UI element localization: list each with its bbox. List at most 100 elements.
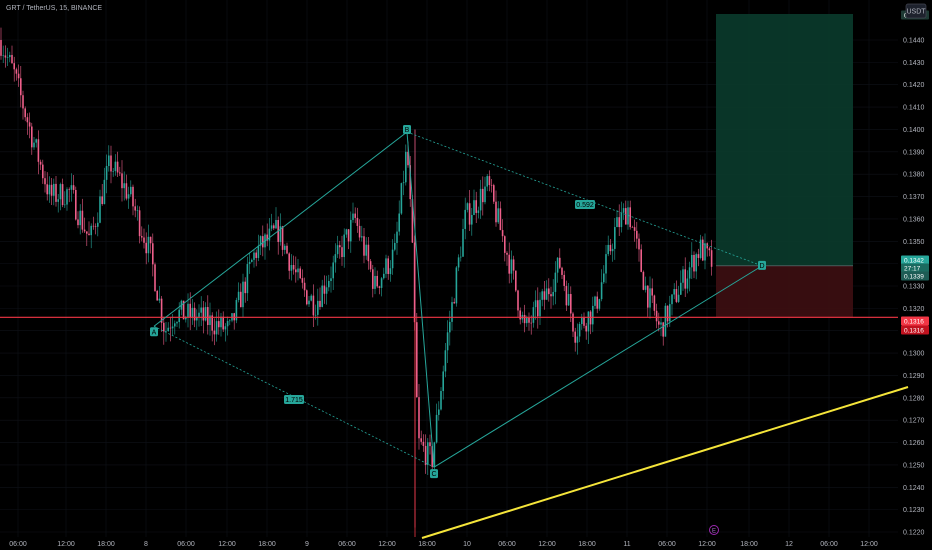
candle-body — [246, 264, 249, 294]
pattern-leg[interactable] — [153, 131, 408, 327]
candle — [17, 64, 20, 87]
pattern-ratio-badge[interactable]: 0.592 — [575, 200, 595, 209]
candle-body — [413, 242, 416, 323]
price-badge-line: 0.1316 — [901, 316, 929, 326]
time-axis[interactable]: 06:00 12:00 18:00 8 06:00 12:00 18:00 9 06:00 12:… — [9, 541, 878, 548]
candle — [651, 278, 653, 303]
candle-body — [508, 254, 510, 274]
candle — [424, 434, 427, 474]
candle-body — [215, 321, 218, 335]
candle — [268, 218, 271, 251]
candle-body — [697, 254, 700, 258]
candle — [356, 207, 359, 233]
candle-body — [402, 182, 405, 184]
candle-body — [112, 171, 114, 172]
candle — [662, 321, 664, 346]
pattern-ratio-line[interactable] — [406, 131, 763, 267]
candle-body — [662, 322, 664, 337]
candle — [246, 256, 249, 302]
price-tick-label: 0.1410 — [903, 105, 925, 112]
trend-line[interactable] — [421, 386, 909, 539]
candle — [352, 202, 354, 223]
candle — [235, 297, 238, 324]
candle — [44, 171, 46, 193]
candle-body — [539, 299, 541, 317]
candle — [616, 209, 618, 228]
candle-body — [281, 226, 284, 250]
candle-body — [334, 254, 337, 263]
candle-body — [534, 300, 537, 308]
candle — [257, 234, 260, 262]
candle-body — [143, 237, 145, 243]
candle — [132, 184, 134, 216]
time-tick-label: 12:00 — [538, 541, 556, 548]
candle-body — [409, 165, 411, 200]
candle — [462, 218, 464, 257]
candle — [15, 67, 18, 81]
candle — [691, 242, 693, 280]
candle — [354, 207, 356, 224]
candle-body — [301, 278, 304, 283]
candle-body — [299, 268, 301, 279]
candle — [409, 156, 411, 207]
candle-body — [350, 219, 352, 242]
candle — [574, 327, 576, 352]
candle — [341, 235, 343, 266]
price-badge-current: 0.1342 — [901, 255, 929, 265]
candle-body — [479, 188, 482, 211]
drawing-overlay[interactable]: A B C D 0.592 1.715 E — [0, 125, 909, 539]
candle — [704, 233, 706, 270]
candle-body — [675, 289, 678, 302]
candle-body — [682, 269, 684, 283]
candle — [149, 236, 152, 254]
candle-body — [552, 291, 554, 297]
event-marker[interactable]: E — [709, 525, 719, 535]
currency-button[interactable]: USDT — [905, 3, 927, 19]
pattern-point-d[interactable]: D — [758, 260, 766, 270]
pattern-point-c[interactable]: C — [430, 469, 438, 479]
price-tick-label: 0.1350 — [903, 239, 925, 246]
candle — [248, 252, 251, 274]
candle — [572, 311, 574, 337]
pattern-point-badge — [430, 469, 438, 479]
price-axis[interactable]: 0.1440 0.1430 0.1420 0.1410 0.1400 0.1390 0.13… — [901, 10, 929, 537]
candle-body — [253, 252, 255, 260]
candle-body — [708, 248, 711, 251]
candle — [548, 278, 550, 302]
candle — [290, 254, 293, 281]
candle — [325, 275, 328, 305]
candle — [191, 298, 194, 325]
candle-body — [394, 242, 396, 250]
pattern-point-a[interactable]: A — [150, 327, 158, 337]
candle-body — [422, 441, 425, 446]
candle — [653, 294, 656, 316]
candle — [473, 189, 475, 216]
long-position-tool[interactable] — [716, 14, 853, 318]
pattern-leg[interactable] — [406, 131, 435, 468]
candle — [460, 246, 462, 262]
candle-body — [79, 210, 81, 226]
candle-body — [418, 397, 420, 439]
loss-zone[interactable] — [716, 265, 853, 318]
profit-zone[interactable] — [716, 14, 853, 266]
price-tick-label: 0.1270 — [903, 418, 925, 425]
candle-body — [248, 261, 251, 265]
candle-body — [28, 122, 31, 127]
candle-body — [4, 55, 7, 58]
pattern-ratio-badge[interactable]: 1.715 — [284, 395, 304, 404]
pattern-leg[interactable] — [433, 265, 763, 468]
candle-body — [24, 108, 26, 118]
time-tick-label: 12:00 — [378, 541, 396, 548]
candle — [334, 243, 337, 273]
candle-body — [64, 204, 66, 206]
candle — [24, 106, 26, 122]
pattern-point-b[interactable]: B — [403, 125, 411, 134]
candle-body — [378, 286, 381, 288]
candle-body — [160, 298, 163, 323]
time-tick-label: 10 — [463, 541, 471, 548]
candle — [48, 176, 51, 203]
candle — [438, 401, 440, 421]
candle-body — [321, 285, 323, 307]
event-marker-ring — [709, 525, 719, 535]
